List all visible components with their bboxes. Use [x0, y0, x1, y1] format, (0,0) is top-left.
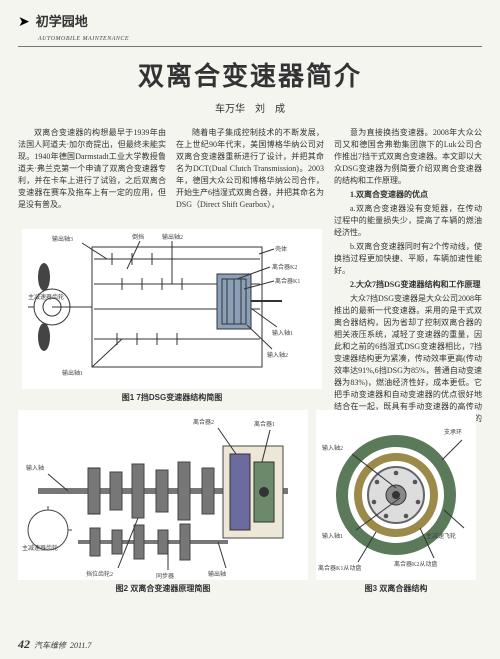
footer-issue: 2011.7 [70, 640, 91, 652]
figure-1-svg: 输出轴3 倒挡 输出轴2 离合器K2 离合器K1 壳体 主减速器齿轮 输出轴1 … [22, 229, 322, 389]
figure-3-svg: 支承环 输入轴2 输入轴1 主减速飞轮 离合器K2从动盘 离合器K1从动盘 [316, 410, 476, 580]
article-title: 双离合变速器简介 [18, 57, 482, 96]
fig2-label: 离合器2 [193, 418, 214, 426]
figure-2-caption: 图2 双离合变速器原理简图 [116, 583, 211, 595]
fig3-label: 离合器K2从动盘 [394, 560, 437, 568]
fig3-label: 离合器K1从动盘 [318, 564, 361, 572]
body-text: 意为直接换挡变速器。2008年大众公司又和德国舍弗勒集团旗下的Luk公司合作推出… [334, 127, 482, 187]
fig2-label: 离合器1 [254, 420, 275, 428]
page: ➤ 初学园地 AUTOMOBILE MAINTENANCE 双离合变速器简介 车… [0, 0, 500, 659]
fig1-label: 输出轴3 [52, 235, 73, 243]
column-header: ➤ 初学园地 [18, 12, 482, 33]
body-text: b.双离合变速器同时有2个传动线，使换挡过程更加快捷、平顺，车辆加速性能好。 [334, 241, 482, 277]
figure-1: 输出轴3 倒挡 输出轴2 离合器K2 离合器K1 壳体 主减速器齿轮 输出轴1 … [22, 229, 322, 404]
fig2-label: 主减速器齿轮 [22, 544, 58, 552]
arrow-icon: ➤ [18, 12, 30, 33]
fig2-label: 同步器 [156, 572, 174, 580]
column-subtitle-en: AUTOMOBILE MAINTENANCE [38, 35, 482, 44]
fig1-label: 输入轴2 [267, 351, 288, 359]
fig3-label: 输入轴1 [322, 532, 343, 540]
figure-row: 主减速器齿轮 [18, 410, 482, 595]
fig3-label: 主减速飞轮 [426, 532, 456, 540]
fig1-label: 离合器K1 [275, 277, 300, 285]
section-title: 2.大众7挡DSG变速器结构和工作原理 [334, 279, 482, 291]
fig1-label: 输出轴2 [162, 233, 183, 241]
page-number: 42 [18, 635, 30, 653]
fig2-label: 输出轴 [208, 570, 226, 578]
fig1-label: 倒挡 [132, 233, 144, 241]
fig2-label: 输入轴 [26, 464, 44, 472]
section-title: 1.双离合变速器的优点 [334, 189, 482, 201]
column-title: 初学园地 [36, 12, 88, 32]
body-text: 双离合变速器的构想最早于1939年由法国人阿道夫·加尔奇提出，但最终未能实现。1… [18, 127, 166, 211]
fig1-label: 壳体 [275, 245, 287, 253]
figure-2-svg: 主减速器齿轮 [18, 410, 308, 580]
fig2-label: 挡位齿轮2 [86, 570, 113, 578]
column-3: 意为直接换挡变速器。2008年大众公司又和德国舍弗勒集团旗下的Luk公司合作推出… [334, 127, 482, 439]
footer-magazine: 汽车维修 [34, 640, 66, 652]
header-rule [18, 46, 482, 47]
fig1-label: 输出轴1 [62, 369, 83, 377]
fig1-label: 输入轴1 [272, 329, 293, 337]
page-footer: 42 汽车维修 2011.7 [18, 635, 91, 653]
article-authors: 车万华 刘 成 [18, 102, 482, 117]
body-text: 随着电子集成控制技术的不断发展，在上世纪90年代末，美国博格华纳公司对双离合变速… [176, 127, 324, 211]
body-text: a.双离合变速器没有变矩器，在传动过程中的能量损失少，提高了车辆的燃油经济性。 [334, 203, 482, 239]
fig1-label: 主减速器齿轮 [28, 293, 64, 301]
fig1-label: 离合器K2 [272, 263, 297, 271]
figure-3-caption: 图3 双离合器结构 [365, 583, 428, 595]
fig3-label: 输入轴2 [322, 444, 343, 452]
fig3-label: 支承环 [444, 428, 462, 436]
